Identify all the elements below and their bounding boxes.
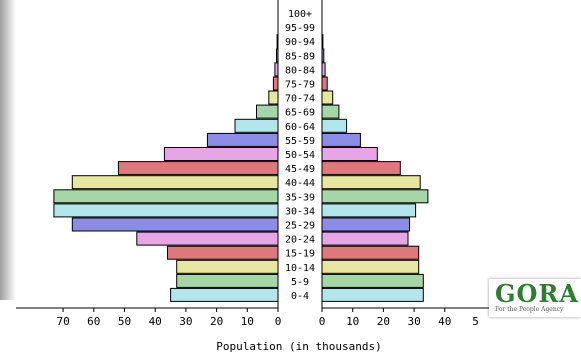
age-group-label: 65-69 <box>285 108 315 119</box>
right-tick-label: 30 <box>407 315 420 328</box>
age-group-label: 85-89 <box>285 51 315 62</box>
age-labels-group: 0-4 5-9 10-14 15-19 20-24 25-29 30-34 35-39 40-4… <box>285 9 315 302</box>
age-group-label: 60-64 <box>285 122 315 133</box>
bar-left-45-49 <box>118 162 278 175</box>
age-group-label: 35-39 <box>285 192 315 203</box>
bar-right-65-69 <box>322 105 339 118</box>
logo-tagline: For the People Agency <box>495 306 563 313</box>
left-tick-label: 70 <box>56 315 69 328</box>
right-tick-label: 5 <box>472 315 479 328</box>
age-group-label: 45-49 <box>285 164 315 175</box>
left-tick-label: 40 <box>149 315 162 328</box>
tick-labels-group: 70 60 50 40 30 20 10 0 0 10 20 30 40 5 <box>56 308 478 328</box>
bar-left-5-9 <box>177 274 278 287</box>
age-group-label: 70-74 <box>285 94 315 105</box>
bar-left-55-59 <box>207 133 278 146</box>
bar-left-0-4 <box>171 288 278 301</box>
age-group-label: 75-79 <box>285 80 315 91</box>
bar-left-35-39 <box>54 190 278 203</box>
bar-left-15-19 <box>168 246 279 259</box>
bar-left-65-69 <box>257 105 279 118</box>
logo-wordmark: GORA <box>495 279 579 308</box>
bar-left-25-29 <box>72 218 278 231</box>
bar-left-30-34 <box>54 204 278 217</box>
bar-right-20-24 <box>322 232 408 245</box>
age-group-label: 15-19 <box>285 249 315 260</box>
bar-right-5-9 <box>322 274 423 287</box>
bar-right-40-44 <box>322 176 420 189</box>
bar-left-40-44 <box>72 176 278 189</box>
right-tick-label: 20 <box>377 315 390 328</box>
bar-right-30-34 <box>322 204 416 217</box>
age-group-label: 40-44 <box>285 178 315 189</box>
left-tick-label: 0 <box>275 315 282 328</box>
bar-right-25-29 <box>322 218 410 231</box>
left-bars-group <box>54 35 278 302</box>
x-axis-label: Population (in thousands) <box>216 340 382 353</box>
age-group-label: 20-24 <box>285 235 315 246</box>
right-tick-label: 0 <box>319 315 326 328</box>
age-group-label: 0-4 <box>291 291 309 302</box>
age-group-label: 50-54 <box>285 150 315 161</box>
age-group-label: 30-34 <box>285 206 315 217</box>
left-tick-label: 10 <box>241 315 254 328</box>
age-group-label: 80-84 <box>285 65 315 76</box>
bar-left-75-79 <box>273 77 278 90</box>
right-tick-label: 40 <box>438 315 451 328</box>
age-group-label: 55-59 <box>285 136 315 147</box>
age-group-label: 95-99 <box>285 23 315 34</box>
age-group-label: 90-94 <box>285 37 315 48</box>
age-group-label: 10-14 <box>285 263 315 274</box>
age-group-label: 100+ <box>288 9 312 20</box>
bar-left-70-74 <box>269 91 278 104</box>
bar-right-75-79 <box>322 77 327 90</box>
bar-left-50-54 <box>164 148 278 161</box>
bar-right-10-14 <box>322 260 419 273</box>
left-tick-label: 30 <box>179 315 192 328</box>
age-group-label: 25-29 <box>285 221 315 232</box>
right-bars-group <box>322 35 428 302</box>
bar-right-60-64 <box>322 119 347 132</box>
right-tick-label: 10 <box>346 315 359 328</box>
bar-left-20-24 <box>137 232 278 245</box>
bar-right-15-19 <box>322 246 419 259</box>
left-tick-label: 50 <box>118 315 131 328</box>
bar-left-60-64 <box>235 119 278 132</box>
left-tick-label: 60 <box>87 315 100 328</box>
bar-right-55-59 <box>322 133 360 146</box>
left-tick-label: 20 <box>210 315 223 328</box>
age-group-label: 5-9 <box>291 277 309 288</box>
bar-right-0-4 <box>322 288 423 301</box>
gora-logo: GORA For the People Agency <box>489 279 581 317</box>
bar-right-35-39 <box>322 190 428 203</box>
bar-right-45-49 <box>322 162 400 175</box>
bar-left-10-14 <box>177 260 278 273</box>
bar-right-50-54 <box>322 148 377 161</box>
bar-right-70-74 <box>322 91 333 104</box>
